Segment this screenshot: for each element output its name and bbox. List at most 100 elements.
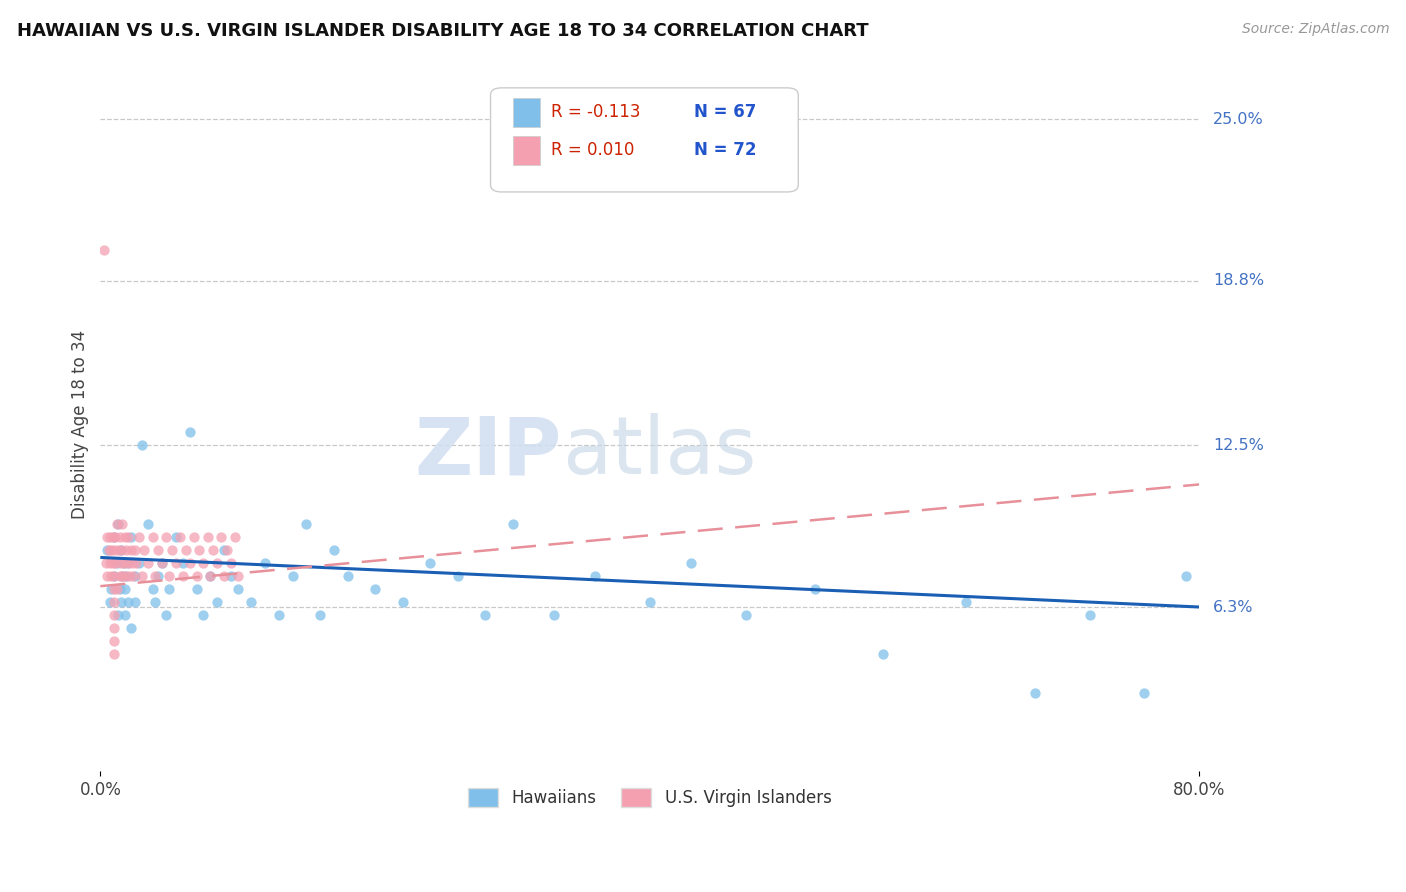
Point — [364, 582, 387, 596]
Point — [169, 530, 191, 544]
Point — [172, 568, 194, 582]
FancyBboxPatch shape — [491, 87, 799, 192]
Point — [160, 542, 183, 557]
Point — [103, 634, 125, 648]
FancyBboxPatch shape — [513, 136, 540, 165]
Point — [200, 568, 222, 582]
Point — [103, 530, 125, 544]
Point — [117, 556, 139, 570]
Point — [93, 243, 115, 257]
Point — [474, 607, 496, 622]
Point — [124, 542, 146, 557]
Text: N = 72: N = 72 — [695, 141, 756, 160]
Point — [955, 595, 977, 609]
Point — [200, 568, 222, 582]
Point — [735, 607, 758, 622]
Text: HAWAIIAN VS U.S. VIRGIN ISLANDER DISABILITY AGE 18 TO 34 CORRELATION CHART: HAWAIIAN VS U.S. VIRGIN ISLANDER DISABIL… — [17, 22, 869, 40]
Point — [583, 568, 606, 582]
Point — [143, 568, 166, 582]
Point — [188, 542, 211, 557]
Point — [1174, 568, 1197, 582]
Point — [103, 647, 125, 661]
Text: atlas: atlas — [562, 413, 756, 491]
Text: 6.3%: 6.3% — [1213, 599, 1254, 615]
Point — [104, 556, 127, 570]
Y-axis label: Disability Age 18 to 34: Disability Age 18 to 34 — [72, 330, 89, 519]
Point — [114, 582, 136, 596]
Point — [114, 530, 136, 544]
Point — [446, 568, 468, 582]
Point — [122, 568, 145, 582]
Point — [212, 568, 235, 582]
Point — [117, 556, 139, 570]
Point — [108, 582, 131, 596]
Point — [125, 556, 148, 570]
Point — [120, 621, 142, 635]
Point — [322, 542, 344, 557]
Point — [101, 530, 124, 544]
Point — [96, 542, 118, 557]
Point — [94, 556, 117, 570]
Point — [124, 568, 146, 582]
Point — [108, 530, 131, 544]
Point — [226, 568, 249, 582]
Point — [1133, 686, 1156, 700]
Point — [103, 582, 125, 596]
Point — [117, 595, 139, 609]
Point — [98, 556, 121, 570]
Point — [224, 530, 246, 544]
Point — [104, 530, 127, 544]
Point — [142, 582, 165, 596]
Point — [146, 568, 169, 582]
Point — [391, 595, 413, 609]
Point — [186, 582, 208, 596]
Point — [128, 556, 150, 570]
Point — [134, 542, 156, 557]
Text: Source: ZipAtlas.com: Source: ZipAtlas.com — [1241, 22, 1389, 37]
Point — [114, 568, 136, 582]
Point — [215, 542, 238, 557]
Point — [681, 556, 703, 570]
Point — [142, 530, 165, 544]
Point — [226, 582, 249, 596]
Point — [114, 607, 136, 622]
Point — [138, 516, 160, 531]
Point — [103, 607, 125, 622]
Point — [201, 542, 224, 557]
Point — [157, 582, 180, 596]
Point — [240, 595, 263, 609]
Point — [336, 568, 359, 582]
Point — [267, 607, 290, 622]
Point — [110, 556, 132, 570]
Point — [872, 647, 894, 661]
Text: 25.0%: 25.0% — [1213, 112, 1264, 127]
Point — [183, 530, 205, 544]
Point — [146, 542, 169, 557]
Point — [150, 556, 173, 570]
Point — [193, 607, 215, 622]
Point — [1024, 686, 1046, 700]
Point — [543, 607, 565, 622]
Point — [98, 595, 121, 609]
Text: 18.8%: 18.8% — [1213, 274, 1264, 288]
Point — [209, 530, 232, 544]
Point — [212, 542, 235, 557]
Point — [165, 556, 187, 570]
Point — [108, 568, 131, 582]
Text: R = 0.010: R = 0.010 — [551, 141, 634, 160]
Point — [117, 530, 139, 544]
Point — [111, 568, 134, 582]
Point — [118, 568, 141, 582]
Point — [112, 556, 135, 570]
Text: N = 67: N = 67 — [695, 103, 756, 121]
Point — [219, 556, 242, 570]
Point — [281, 568, 304, 582]
Point — [103, 595, 125, 609]
Point — [107, 607, 129, 622]
Point — [115, 542, 138, 557]
Point — [205, 595, 228, 609]
Text: ZIP: ZIP — [415, 413, 562, 491]
Point — [121, 556, 143, 570]
Point — [110, 542, 132, 557]
Point — [100, 568, 122, 582]
